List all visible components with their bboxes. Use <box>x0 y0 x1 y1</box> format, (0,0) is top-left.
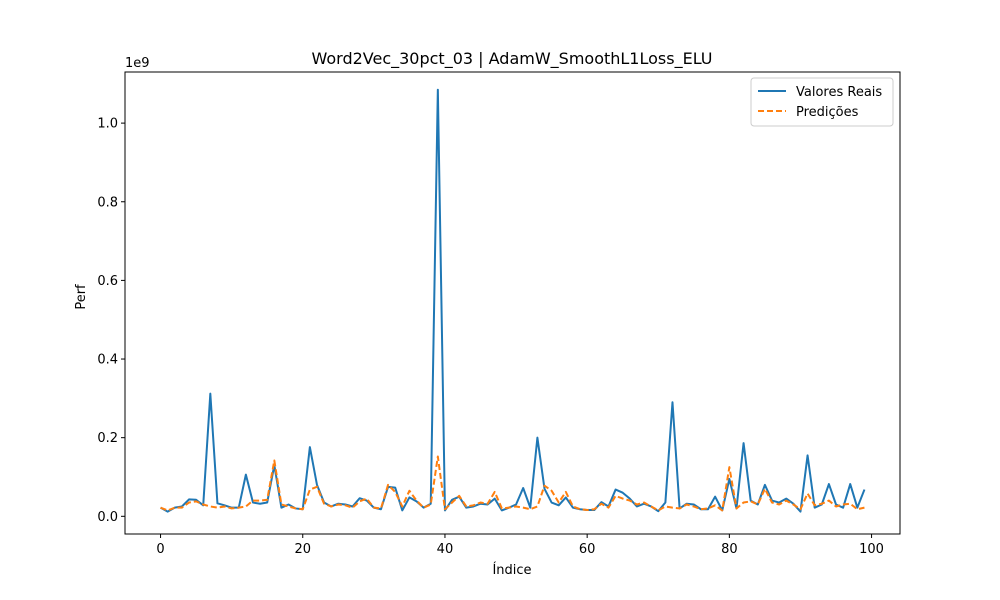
y-tick-label: 0.4 <box>97 353 118 368</box>
chart-title: Word2Vec_30pct_03 | AdamW_SmoothL1Loss_E… <box>311 49 712 69</box>
x-tick-label: 0 <box>156 542 164 557</box>
legend-label-valores-reais: Valores Reais <box>796 85 882 100</box>
y-tick-label: 0.0 <box>97 510 118 525</box>
plot-frame <box>124 71 901 535</box>
ticks-layer: 0 20 40 60 80 100 0.0 0.2 0.4 0.6 0.8 1.0 <box>97 117 884 557</box>
x-tick-label: 60 <box>579 542 596 557</box>
y-axis-label: Perf <box>74 284 89 310</box>
series-line-valores-reais <box>160 88 866 513</box>
x-tick-label: 80 <box>721 542 738 557</box>
y-offset-label: 1e9 <box>125 56 150 71</box>
x-tick-label: 40 <box>437 542 454 557</box>
y-tick-label: 0.8 <box>97 195 118 210</box>
legend-label-predicoes: Predições <box>796 105 859 120</box>
y-tick-label: 0.2 <box>97 431 118 446</box>
y-tick-label: 0.6 <box>97 274 118 289</box>
series-layer <box>160 88 866 513</box>
series-line-predicoes <box>160 455 865 512</box>
y-tick-label: 1.0 <box>97 117 118 132</box>
x-axis-label: Índice <box>492 562 531 578</box>
x-tick-label: 20 <box>294 542 311 557</box>
x-tick-label: 100 <box>859 542 884 557</box>
legend: Valores Reais Predições <box>750 77 894 127</box>
legend-box <box>750 77 894 127</box>
